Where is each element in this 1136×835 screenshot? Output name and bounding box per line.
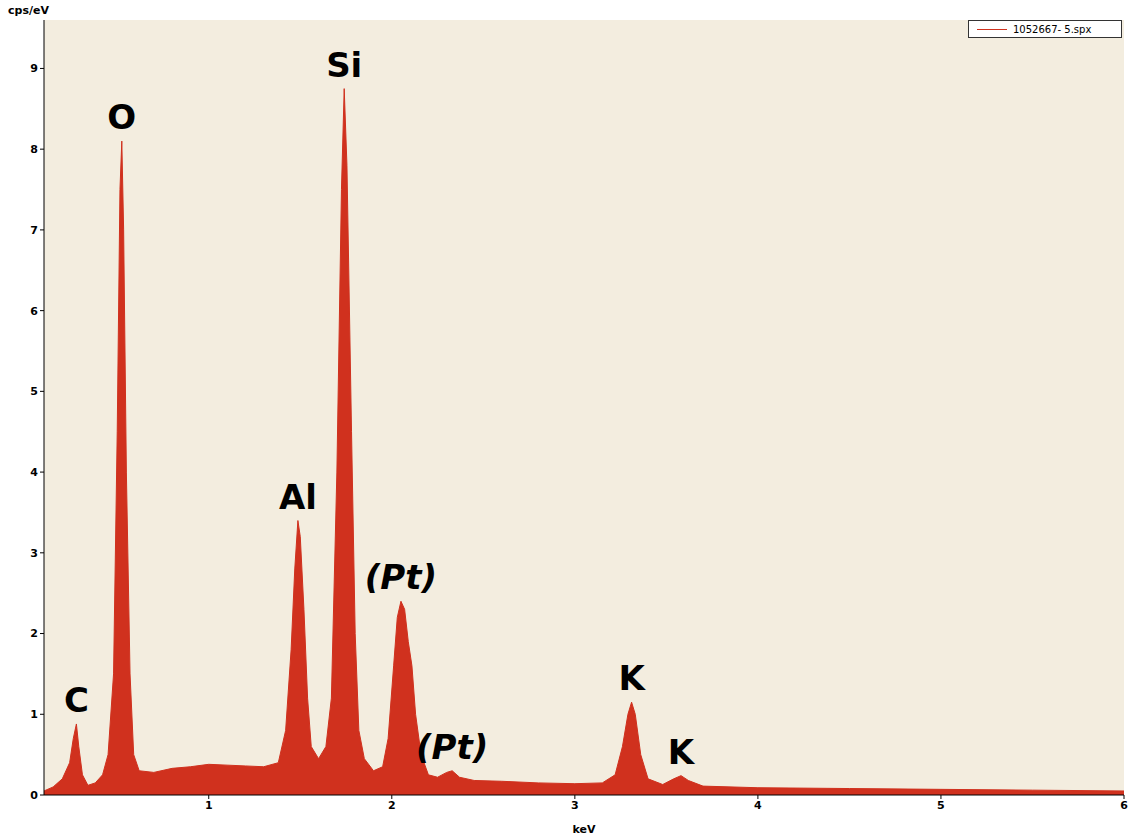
svg-text:9: 9 (30, 62, 38, 75)
svg-text:4: 4 (30, 466, 38, 479)
svg-text:5: 5 (937, 799, 945, 812)
svg-text:2: 2 (388, 799, 396, 812)
svg-text:2: 2 (30, 627, 38, 640)
svg-text:K: K (668, 732, 696, 772)
svg-text:K: K (618, 658, 646, 698)
svg-text:(Pt): (Pt) (416, 727, 488, 767)
svg-text:4: 4 (754, 799, 762, 812)
svg-text:5: 5 (30, 385, 38, 398)
svg-text:O: O (107, 97, 136, 137)
svg-text:C: C (64, 680, 89, 720)
svg-text:1: 1 (205, 799, 213, 812)
svg-text:8: 8 (30, 143, 38, 156)
svg-text:7: 7 (30, 224, 38, 237)
html-text:cps/eV: cps/eV (8, 4, 49, 17)
svg-text:Al: Al (279, 477, 317, 517)
svg-text:6: 6 (1120, 799, 1128, 812)
svg-text:6: 6 (30, 305, 38, 318)
svg-text:Si: Si (326, 45, 362, 85)
html-text:1052667- 5.spx: 1052667- 5.spx (1013, 23, 1092, 35)
svg-text:keV: keV (573, 823, 596, 835)
svg-text:3: 3 (571, 799, 579, 812)
svg-text:(Pt): (Pt) (365, 557, 437, 597)
svg-text:3: 3 (30, 547, 38, 560)
svg-text:1: 1 (30, 708, 38, 721)
svg-text:0: 0 (30, 789, 38, 802)
